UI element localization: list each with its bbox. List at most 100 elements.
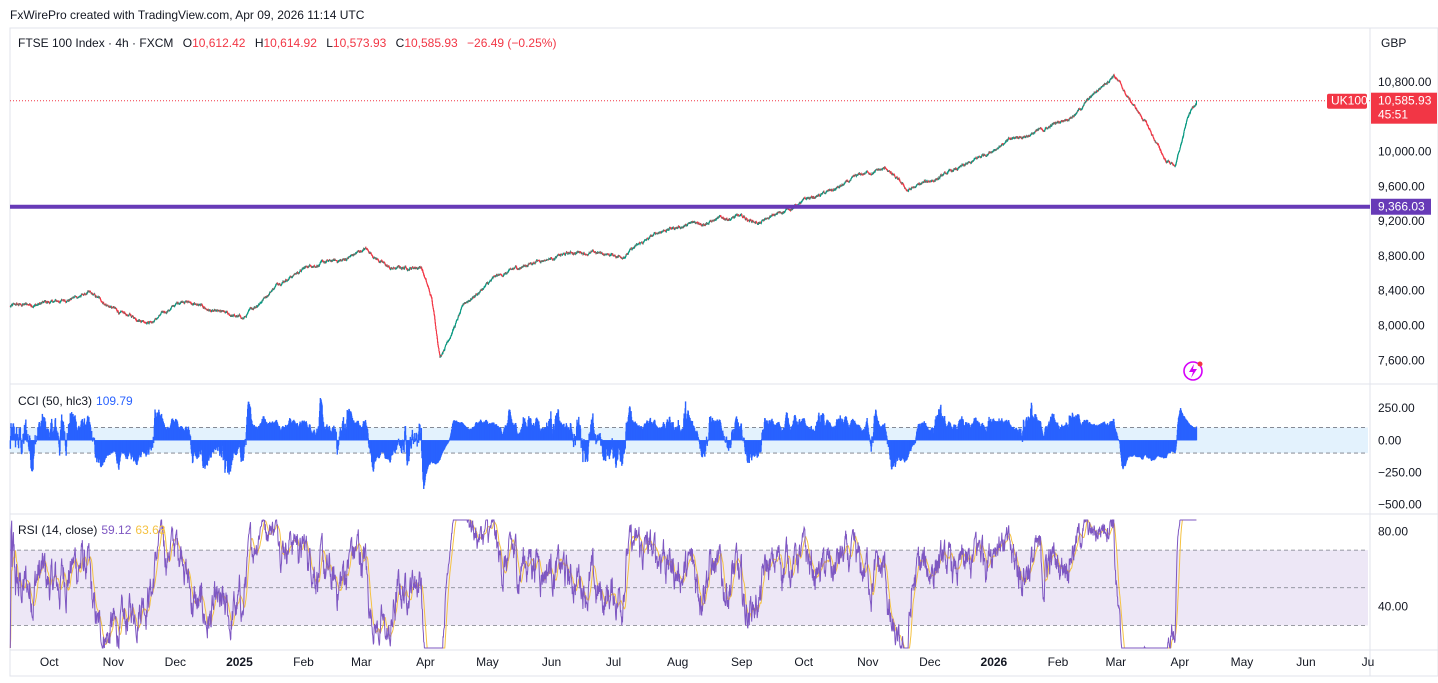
close-value: 10,585.93 bbox=[404, 36, 458, 50]
candle-up bbox=[514, 267, 516, 268]
candle-up bbox=[457, 316, 459, 318]
candle-up bbox=[635, 244, 637, 246]
candle-down bbox=[400, 268, 402, 269]
candle-down bbox=[124, 312, 126, 314]
candle-down bbox=[501, 275, 503, 277]
candle-down bbox=[590, 251, 592, 253]
candle-down bbox=[741, 213, 743, 216]
candle-up bbox=[834, 189, 836, 191]
candle-up bbox=[564, 254, 566, 256]
candle-down bbox=[416, 267, 418, 269]
candle-down bbox=[423, 273, 425, 276]
candle-up bbox=[652, 235, 654, 237]
candle-down bbox=[519, 268, 522, 270]
candle-down bbox=[83, 295, 85, 296]
candle-up bbox=[648, 238, 650, 240]
candle-up bbox=[60, 300, 62, 302]
candle-up bbox=[362, 250, 364, 252]
candle-up bbox=[120, 311, 122, 313]
candle-up bbox=[645, 239, 647, 241]
candle-up bbox=[503, 274, 505, 275]
candle-up bbox=[65, 301, 68, 303]
candle-down bbox=[143, 320, 145, 322]
currency-label[interactable]: GBP bbox=[1381, 36, 1407, 50]
candle-up bbox=[469, 300, 471, 302]
candle-down bbox=[374, 257, 377, 259]
candle-up bbox=[83, 294, 85, 296]
candle-up bbox=[213, 310, 215, 312]
candle-up bbox=[451, 333, 453, 336]
candle-down bbox=[213, 310, 215, 312]
candle-up bbox=[803, 198, 805, 200]
candle-down bbox=[72, 297, 74, 299]
candle-up bbox=[179, 303, 181, 305]
candle-down bbox=[778, 212, 780, 214]
candle-down bbox=[343, 258, 345, 260]
candle-down bbox=[432, 304, 434, 307]
candle-down bbox=[429, 292, 431, 295]
candle-up bbox=[184, 302, 186, 303]
candle-up bbox=[262, 298, 265, 299]
candle-up bbox=[628, 252, 630, 253]
candle-up bbox=[637, 243, 639, 245]
candle-up bbox=[444, 348, 446, 351]
chart-frame bbox=[9, 27, 1438, 677]
candle-down bbox=[358, 251, 360, 253]
candle-up bbox=[168, 310, 171, 312]
symbol-name[interactable]: FTSE 100 Index · 4h · FXCM bbox=[18, 36, 174, 50]
candle-down bbox=[729, 218, 731, 220]
candle-up bbox=[300, 270, 302, 272]
candle-down bbox=[426, 284, 429, 286]
candle-down bbox=[209, 309, 212, 312]
candle-down bbox=[435, 330, 438, 334]
candle-up bbox=[286, 281, 288, 282]
candle-up bbox=[507, 271, 509, 273]
candle-up bbox=[171, 306, 173, 308]
candle-down bbox=[16, 303, 18, 305]
candle-up bbox=[768, 218, 770, 220]
candle-down bbox=[336, 260, 338, 262]
candle-down bbox=[692, 221, 694, 223]
candle-up bbox=[715, 219, 717, 220]
chart-header: FxWirePro created with TradingView.com, … bbox=[10, 8, 365, 22]
candle-down bbox=[145, 322, 147, 324]
candle-down bbox=[437, 341, 439, 346]
candle-up bbox=[259, 303, 261, 305]
candle-down bbox=[593, 250, 595, 252]
candle-up bbox=[281, 283, 283, 285]
candle-up bbox=[556, 255, 558, 257]
candle-up bbox=[243, 317, 245, 319]
candle-down bbox=[431, 301, 433, 305]
open-label: O bbox=[182, 36, 193, 50]
candle-up bbox=[496, 275, 498, 277]
candle-down bbox=[433, 311, 435, 315]
candle-up bbox=[146, 322, 149, 324]
candle-up bbox=[835, 188, 837, 190]
candle-up bbox=[444, 346, 446, 349]
candle-up bbox=[332, 259, 335, 261]
candle-up bbox=[451, 333, 453, 335]
candle-down bbox=[164, 311, 166, 313]
candle-up bbox=[463, 303, 465, 305]
candle-down bbox=[422, 271, 424, 273]
candle-up bbox=[717, 217, 719, 219]
candle-up bbox=[174, 305, 176, 307]
candle-up bbox=[444, 345, 446, 347]
candle-down bbox=[286, 280, 288, 282]
candle-up bbox=[866, 171, 868, 173]
candle-down bbox=[823, 191, 825, 193]
candle-up bbox=[292, 275, 295, 277]
low-label: L bbox=[326, 36, 333, 50]
candle-up bbox=[514, 267, 516, 269]
candle-up bbox=[246, 313, 248, 315]
candle-down bbox=[580, 251, 582, 253]
candle-up bbox=[363, 249, 366, 251]
candle-up bbox=[769, 216, 771, 218]
candle-up bbox=[649, 236, 651, 238]
candle-down bbox=[527, 264, 530, 266]
symbol-legend: FTSE 100 Index · 4h · FXCM O10,612.42 H1… bbox=[18, 36, 556, 50]
candle-up bbox=[554, 258, 556, 260]
candle-up bbox=[850, 178, 852, 180]
candle-down bbox=[439, 352, 441, 355]
